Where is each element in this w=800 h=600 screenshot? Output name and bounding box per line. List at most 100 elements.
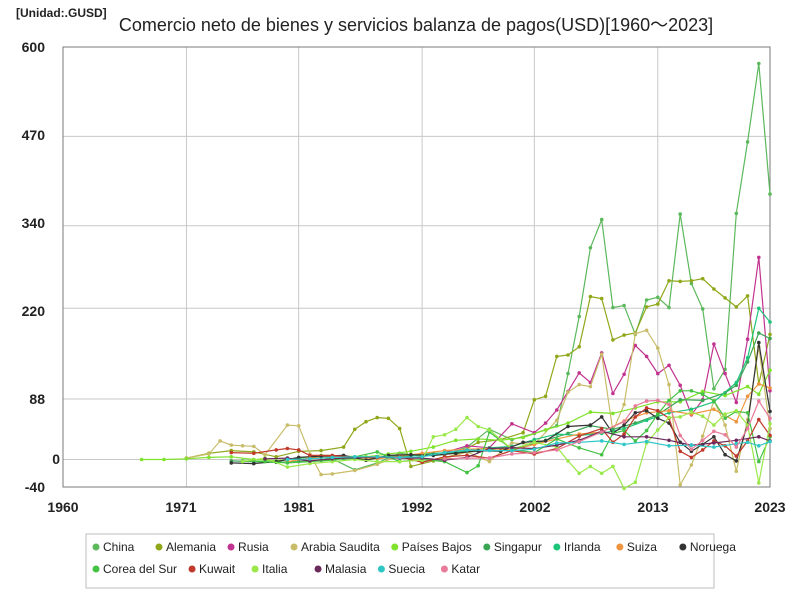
data-point: [633, 404, 638, 408]
plot-area: [62, 46, 771, 488]
data-point: [700, 448, 705, 452]
data-point: [700, 438, 705, 443]
data-point: [757, 399, 761, 403]
data-point: [375, 450, 380, 454]
data-point: [252, 451, 256, 456]
data-point: [667, 305, 671, 310]
data-point: [734, 445, 739, 449]
data-point: [566, 424, 570, 429]
data-point: [633, 480, 638, 485]
data-point: [577, 434, 581, 438]
data-point: [734, 383, 739, 388]
data-point: [543, 421, 548, 425]
data-point: [768, 386, 772, 390]
data-point: [757, 481, 761, 485]
data-point: [465, 456, 469, 460]
data-point: [723, 296, 727, 300]
data-point: [757, 392, 761, 397]
legend-label: Malasia: [325, 562, 367, 576]
data-point: [330, 459, 335, 464]
data-point: [353, 455, 357, 459]
legend-item: Kuwait: [188, 562, 236, 576]
data-point: [139, 457, 144, 462]
legend-marker: [553, 543, 561, 551]
data-point: [745, 140, 750, 144]
data-point: [712, 342, 716, 346]
data-point: [577, 446, 581, 450]
data-point: [622, 486, 626, 491]
legend-item: Suecia: [377, 562, 425, 576]
data-point: [431, 435, 436, 439]
x-tick-label: 2002: [519, 499, 550, 515]
data-point: [678, 212, 682, 216]
legend-marker: [377, 565, 385, 573]
data-point: [611, 305, 615, 310]
data-point: [656, 302, 660, 306]
legend-label: Países Bajos: [402, 540, 472, 554]
data-point: [207, 455, 211, 460]
data-point: [712, 423, 716, 427]
data-point: [285, 457, 290, 462]
legend-marker: [251, 565, 259, 573]
data-point: [240, 444, 245, 448]
data-point: [611, 338, 615, 342]
data-point: [487, 448, 492, 453]
y-axis-ticks: 600 470 340 220 88 0 -40: [22, 39, 61, 495]
data-point: [644, 435, 649, 439]
data-point: [644, 406, 649, 410]
legend-marker: [391, 543, 399, 551]
legend-marker: [188, 565, 196, 573]
data-point: [577, 471, 581, 476]
data-point: [700, 276, 705, 281]
data-point: [599, 426, 604, 431]
series-line: [242, 410, 771, 490]
data-point: [678, 415, 682, 419]
data-point: [184, 457, 189, 461]
data-point: [285, 423, 290, 427]
data-point: [532, 440, 537, 445]
data-point: [543, 439, 548, 443]
data-point: [678, 449, 682, 454]
data-point: [386, 416, 391, 421]
data-point: [745, 356, 750, 360]
data-point: [521, 435, 525, 440]
legend-label: Kuwait: [199, 562, 236, 576]
data-point: [678, 389, 682, 393]
data-point: [757, 331, 761, 335]
data-point: [667, 438, 671, 443]
data-point: [689, 281, 694, 286]
data-point: [723, 423, 727, 427]
data-point: [723, 371, 727, 376]
data-point: [409, 464, 413, 469]
data-point: [308, 461, 312, 466]
series-suecia: [285, 439, 772, 462]
data-point: [465, 470, 469, 475]
data-point: [644, 428, 649, 433]
data-point: [622, 372, 626, 377]
data-point: [734, 469, 739, 474]
data-point: [622, 435, 626, 439]
data-point: [667, 444, 671, 448]
data-point: [734, 408, 739, 413]
data-point: [555, 354, 559, 359]
legend-label: Suiza: [627, 540, 657, 554]
data-point: [689, 389, 694, 393]
data-point: [353, 468, 357, 473]
data-point: [700, 434, 705, 438]
data-point: [633, 343, 638, 348]
data-point: [330, 472, 335, 476]
series-line: [287, 440, 771, 461]
data-point: [476, 437, 481, 441]
legend-box: [85, 533, 715, 589]
data-point: [644, 328, 649, 333]
data-point: [319, 472, 323, 477]
data-point: [442, 457, 447, 461]
unit-label: [Unidad:.GUSD]: [16, 6, 107, 20]
data-point: [296, 424, 301, 428]
data-point: [229, 443, 234, 447]
legend-item: Katar: [440, 562, 480, 576]
data-point: [712, 287, 716, 291]
data-point: [678, 279, 682, 284]
data-point: [566, 390, 570, 394]
data-point: [712, 441, 716, 445]
